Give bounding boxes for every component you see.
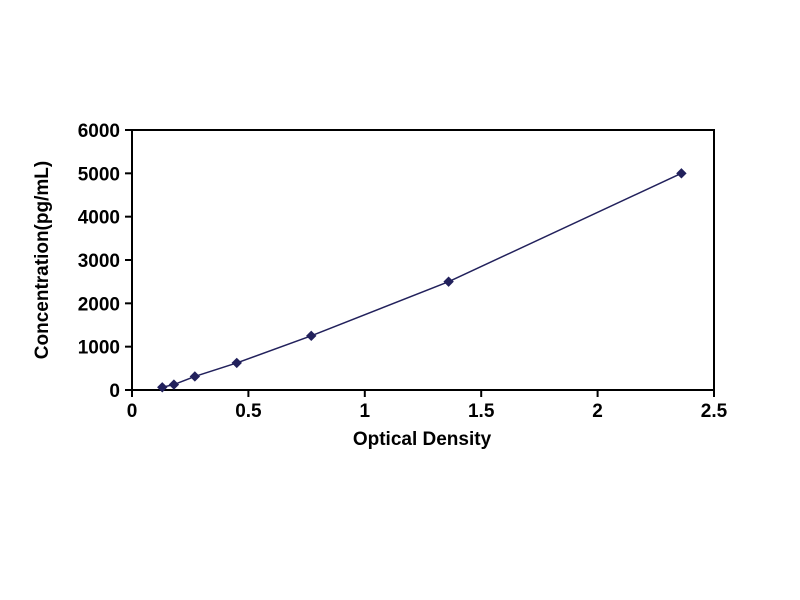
y-axis-title: Concentration(pg/mL) <box>32 161 53 359</box>
data-point-marker <box>306 330 317 342</box>
x-tick-label: 2 <box>592 401 603 422</box>
y-tick-label: 1000 <box>78 338 120 359</box>
y-tick-label: 4000 <box>78 208 120 229</box>
x-tick-label: 2.5 <box>701 401 728 422</box>
y-tick-label: 3000 <box>78 251 120 272</box>
y-tick-label: 2000 <box>78 294 120 315</box>
y-tick-label: 0 <box>109 381 120 402</box>
y-tick-label: 5000 <box>78 164 120 185</box>
data-point-marker <box>157 382 168 393</box>
data-point-marker <box>676 168 687 179</box>
y-tick-label: 6000 <box>78 121 120 142</box>
x-tick-label: 0 <box>127 401 138 422</box>
chart-plot-group: 0 0.5 1 1.5 2 2.5 0 1000 2000 3000 4000 5000 6000 <box>78 121 728 422</box>
x-axis-title: Optical Density <box>353 429 492 450</box>
data-point-marker <box>189 371 201 382</box>
x-tick-label: 1 <box>360 401 371 422</box>
x-tick-label: 0.5 <box>235 401 262 422</box>
data-point-marker <box>231 357 242 369</box>
data-point-marker <box>168 379 180 390</box>
plot-frame <box>131 129 715 391</box>
x-tick-label: 1.5 <box>468 401 495 422</box>
data-point-marker <box>443 276 454 287</box>
